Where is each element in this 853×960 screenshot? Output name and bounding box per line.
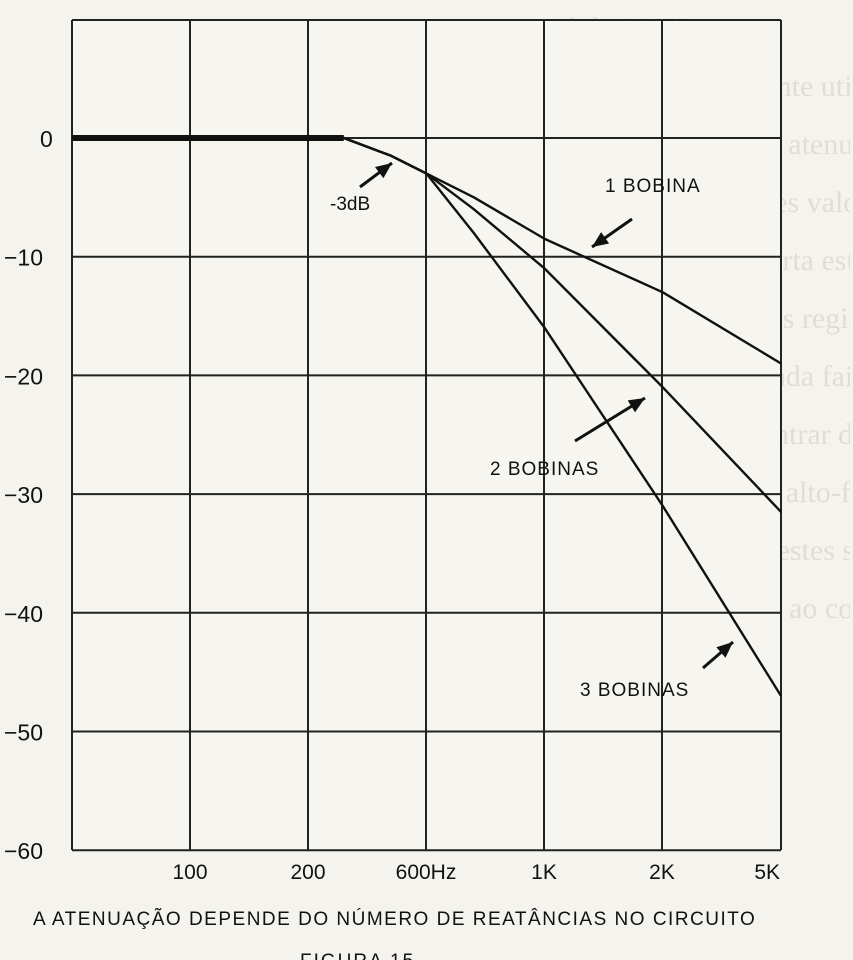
x-axis-ticks: 100 200 600Hz 1K 2K 5K xyxy=(172,861,780,884)
figure-label: FIGURA 15 xyxy=(300,951,415,960)
y-tick-label: −50 xyxy=(4,720,43,746)
series-group xyxy=(72,135,783,697)
y-tick-label: −60 xyxy=(4,838,43,864)
annotation-2-bobinas: 2 BOBINAS xyxy=(490,459,599,480)
annotations: -3dB 1 BOBINA 2 BOBINAS 3 BOBINAS xyxy=(330,176,701,701)
arrows xyxy=(359,161,734,670)
x-tick-label: 100 xyxy=(172,861,207,884)
arrow-3-bobinas-head xyxy=(716,642,733,658)
y-tick-label: −30 xyxy=(4,482,43,508)
y-tick-label: −10 xyxy=(4,245,43,271)
arrow-3db-head xyxy=(375,163,392,179)
y-axis-ticks: 0 −10 −20 −30 −40 −50 −60 xyxy=(4,126,53,864)
x-tick-label: 1K xyxy=(531,861,557,884)
annotation-3db: -3dB xyxy=(330,194,370,215)
y-tick-label: −40 xyxy=(4,601,43,627)
x-tick-label: 600Hz xyxy=(396,861,457,884)
grid xyxy=(71,19,782,852)
arrow-1-bobina-head xyxy=(592,232,610,247)
series-line-3-bobinas xyxy=(72,136,783,697)
x-tick-label: 2K xyxy=(649,861,675,884)
attenuation-chart: 0 −10 −20 −30 −40 −50 −60 100 200 600Hz 1K 2K 5K -3… xyxy=(4,19,783,884)
arrow-2-bobinas-head xyxy=(627,398,645,413)
x-tick-label: 5K xyxy=(754,861,780,884)
x-tick-label: 200 xyxy=(290,861,325,884)
figure-caption: A ATENUAÇÃO DEPENDE DO NÚMERO DE REATÂNC… xyxy=(33,909,757,930)
y-tick-label: 0 xyxy=(40,126,53,152)
annotation-3-bobinas: 3 BOBINAS xyxy=(580,680,689,701)
annotation-1-bobina: 1 BOBINA xyxy=(605,176,701,197)
y-tick-label: −20 xyxy=(4,363,43,389)
